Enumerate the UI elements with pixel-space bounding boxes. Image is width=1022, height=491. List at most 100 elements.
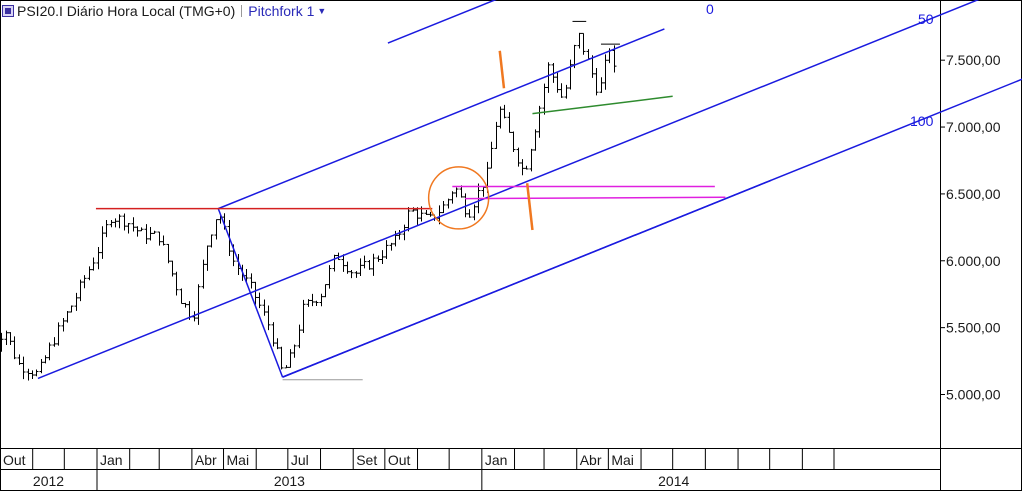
ohlc-bar xyxy=(201,259,206,289)
ohlc-bar xyxy=(327,265,332,289)
ohlc-bar xyxy=(463,193,468,218)
ohlc-bar xyxy=(319,293,324,307)
ohlc-bar xyxy=(262,299,267,316)
ohlc-bar xyxy=(109,220,114,228)
ohlc-bar xyxy=(546,62,551,93)
ohlc-bar xyxy=(380,250,385,265)
ohlc-bar xyxy=(520,159,525,176)
header-divider xyxy=(241,5,243,17)
ohlc-bar xyxy=(564,84,569,99)
y-tick-label: 5.500,00 xyxy=(946,320,1001,336)
ohlc-bar xyxy=(74,292,79,311)
ohlc-bar xyxy=(253,281,258,305)
ohlc-bar xyxy=(406,207,411,232)
y-tick-label: 5.000,00 xyxy=(946,387,1001,403)
ohlc-bar xyxy=(297,324,302,349)
pitchfork-level-label: 0 xyxy=(706,1,714,17)
ohlc-bar xyxy=(30,370,35,380)
ohlc-bar xyxy=(271,322,276,347)
magenta-lower-line xyxy=(464,196,726,200)
ohlc-bar xyxy=(306,299,311,307)
ohlc-bar xyxy=(266,305,271,331)
ohlc-bar xyxy=(56,322,61,346)
ohlc-bar xyxy=(117,214,122,229)
chart-title: PSI20.I Diário Hora Local (TMG+0) xyxy=(17,3,236,19)
x-month-label: Mai xyxy=(611,452,634,468)
ohlc-bar xyxy=(69,305,74,313)
ohlc-bar xyxy=(91,257,96,271)
indicator-label[interactable]: Pitchfork 1 xyxy=(248,3,315,19)
chart-header: PSI20.I Diário Hora Local (TMG+0) Pitchf… xyxy=(2,2,326,20)
ohlc-bar xyxy=(196,284,201,325)
pitchfork-handle xyxy=(217,208,284,378)
ohlc-bar xyxy=(8,332,13,345)
ohlc-bar xyxy=(126,223,131,234)
ohlc-bar xyxy=(555,72,560,93)
ohlc-bar xyxy=(104,219,109,238)
ohlc-bar xyxy=(446,198,451,209)
x-month-label: Abr xyxy=(195,452,217,468)
ohlc-bar xyxy=(39,359,44,374)
ohlc-bar xyxy=(581,32,586,55)
ohlc-bar xyxy=(489,141,494,169)
ohlc-bar xyxy=(481,186,486,197)
ohlc-bar xyxy=(384,240,389,259)
x-year-label: 2014 xyxy=(658,473,689,489)
ohlc-bar xyxy=(371,253,376,276)
ohlc-bar xyxy=(411,207,416,212)
ohlc-bar xyxy=(257,292,262,309)
ohlc-bar xyxy=(494,121,499,149)
x-month-label: Set xyxy=(356,452,377,468)
ohlc-bar xyxy=(341,254,346,272)
ohlc-bar xyxy=(472,204,477,221)
ohlc-bar xyxy=(424,209,429,216)
ohlc-bar xyxy=(450,191,455,204)
ohlc-bar xyxy=(214,219,219,240)
ohlc-bar xyxy=(61,317,66,332)
pitchfork-median-line xyxy=(37,0,980,380)
x-year-label: 2012 xyxy=(33,473,64,489)
ohlc-bar xyxy=(393,230,398,247)
pitchfork-upper-tine xyxy=(217,28,665,210)
x-month-label: Out xyxy=(388,452,411,468)
ohlc-bar xyxy=(174,271,179,296)
ohlc-bar xyxy=(166,243,171,264)
ohlc-bar xyxy=(323,284,328,298)
ohlc-bar xyxy=(537,105,542,138)
ohlc-bar xyxy=(577,32,582,49)
ohlc-bar xyxy=(354,271,359,278)
x-month-label: Jul xyxy=(291,452,309,468)
ohlc-bar xyxy=(459,185,464,198)
ohlc-bar xyxy=(301,299,306,334)
ohlc-bar xyxy=(402,224,407,241)
y-tick-label: 7.500,00 xyxy=(946,52,1001,68)
x-month-label: Out xyxy=(3,452,26,468)
orange-marker-lower xyxy=(525,183,534,231)
ohlc-bar xyxy=(144,224,149,244)
ohlc-bar xyxy=(275,338,280,350)
ohlc-bar xyxy=(122,213,127,231)
ohlc-bar xyxy=(34,369,39,377)
ohlc-bar xyxy=(205,245,210,271)
green-trend-line xyxy=(532,95,673,115)
ohlc-bar xyxy=(179,288,184,305)
ohlc-bar xyxy=(376,255,381,262)
chart-icon xyxy=(2,5,14,17)
ohlc-bar xyxy=(542,83,547,115)
y-tick-label: 6.500,00 xyxy=(946,186,1001,202)
x-month-label: Jan xyxy=(100,452,123,468)
ohlc-bar xyxy=(367,260,372,270)
ohlc-bar xyxy=(12,336,17,360)
ohlc-bar xyxy=(603,54,608,90)
highlight-circle xyxy=(427,166,490,230)
ohlc-bar xyxy=(148,227,153,241)
ohlc-bar xyxy=(131,217,136,232)
ohlc-bar xyxy=(516,147,521,167)
ohlc-bar xyxy=(26,368,31,381)
orange-marker-upper xyxy=(498,50,506,89)
ohlc-bar xyxy=(113,218,118,228)
chevron-down-icon[interactable]: ▼ xyxy=(317,6,327,16)
pitchfork-level-label: 100 xyxy=(910,113,934,129)
ohlc-bar xyxy=(100,226,105,259)
